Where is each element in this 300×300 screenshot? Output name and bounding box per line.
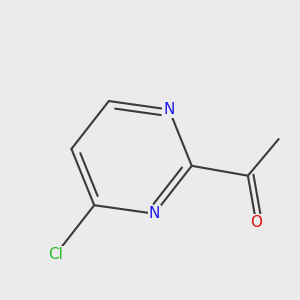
Text: N: N — [163, 102, 175, 117]
Text: O: O — [250, 215, 262, 230]
Text: Cl: Cl — [48, 247, 63, 262]
Text: N: N — [149, 206, 160, 221]
